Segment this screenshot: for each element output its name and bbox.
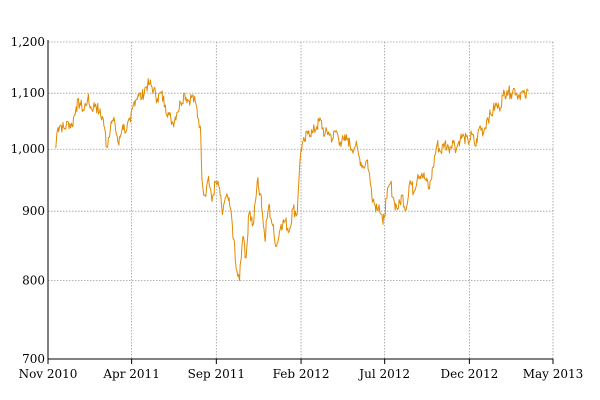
series-group	[55, 78, 529, 281]
x-tick-label: Jul 2012	[357, 367, 410, 381]
x-tick-label: Dec 2012	[440, 367, 498, 381]
y-tick-label: 1,100	[11, 86, 45, 100]
y-tick-label: 800	[22, 273, 45, 287]
grid-lines	[48, 41, 554, 359]
x-tick-label: Sep 2011	[188, 367, 245, 381]
y-tick-label: 900	[22, 204, 45, 218]
y-axis-tick-labels: 700 800 900 1,000 1,100 1,200	[11, 35, 45, 366]
series-line-0	[55, 78, 529, 281]
y-tick-label: 1,000	[11, 142, 45, 156]
x-tick-label: Feb 2012	[273, 367, 330, 381]
axes	[47, 40, 554, 364]
x-tick-label: Apr 2011	[102, 367, 159, 381]
x-tick-label: May 2013	[523, 367, 584, 381]
x-axis-tick-labels: Nov 2010 Apr 2011 Sep 2011 Feb 2012 Jul 2012…	[19, 367, 584, 381]
y-tick-label: 1,200	[11, 35, 45, 49]
y-tick-label: 700	[22, 352, 45, 366]
x-tick-label: Nov 2010	[19, 367, 78, 381]
